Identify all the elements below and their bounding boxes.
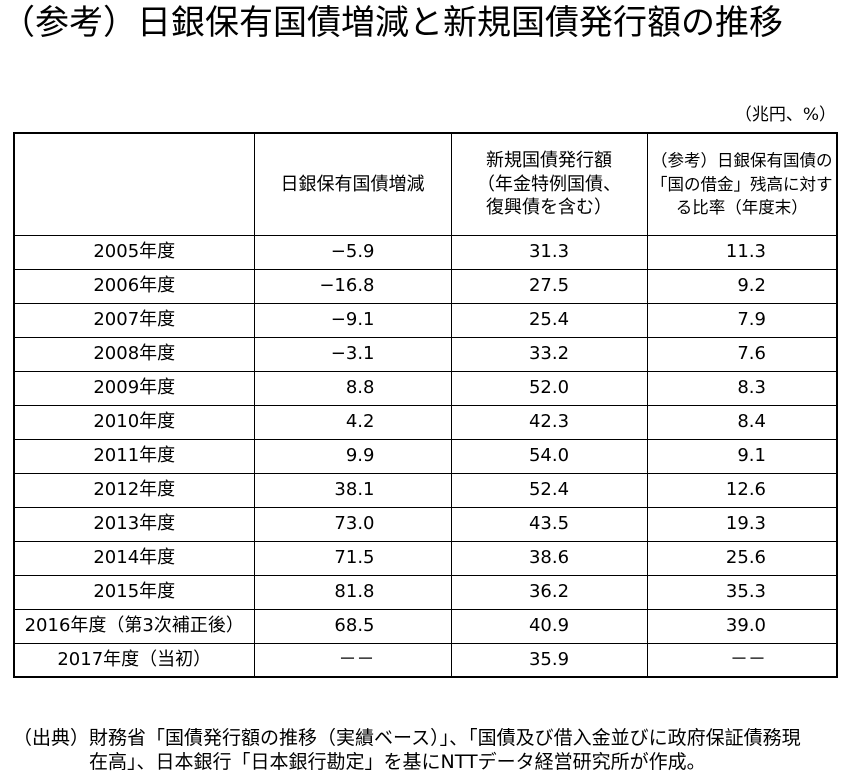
boj-share-ratio-cell: 35.3: [646, 574, 838, 610]
unit-label: （兆円、%）: [734, 105, 836, 125]
new-jgb-issuance-cell: 31.3: [450, 234, 648, 270]
boj-share-ratio-cell: 7.6: [646, 336, 838, 372]
boj-share-ratio-cell: 9.1: [646, 438, 838, 474]
fiscal-year-label: 2012年度: [13, 472, 255, 508]
fiscal-year-label: 2016年度（第3次補正後）: [13, 608, 255, 644]
table-row: 2005年度 −5.9 31.3 11.3: [13, 234, 838, 270]
boj-holdings-change-cell: −3.1: [253, 336, 452, 372]
header-line: 新規国債発行額: [486, 150, 612, 171]
boj-share-ratio-cell: －－: [646, 642, 838, 678]
new-jgb-issuance-cell: 35.9: [450, 642, 648, 678]
year-column-header: [13, 132, 255, 236]
fiscal-year-label: 2010年度: [13, 404, 255, 440]
new-jgb-issuance-cell: 36.2: [450, 574, 648, 610]
boj-share-ratio-cell: 7.9: [646, 302, 838, 338]
boj-holdings-change-cell: −16.8: [253, 268, 452, 304]
fiscal-year-label: 2005年度: [13, 234, 255, 270]
boj-holdings-change-cell: 73.0: [253, 506, 452, 542]
new-jgb-issuance-cell: 40.9: [450, 608, 648, 644]
new-jgb-issuance-cell: 27.5: [450, 268, 648, 304]
table-row: 2009年度 8.8 52.0 8.3: [13, 370, 838, 406]
fiscal-year-label: 2006年度: [13, 268, 255, 304]
source-line-2: 在高」、日本銀行「日本銀行勘定」を基にNTTデータ経営研究所が作成。: [89, 751, 706, 773]
boj-share-ratio-cell: 25.6: [646, 540, 838, 576]
header-line: る比率（年度末）: [675, 198, 808, 217]
table-row: 2013年度 73.0 43.5 19.3: [13, 506, 838, 542]
boj-holdings-change-cell: 4.2: [253, 404, 452, 440]
header-line: （年金特例国債、: [477, 173, 621, 195]
boj-holdings-change-cell: −5.9: [253, 234, 452, 270]
table-row: 2011年度 9.9 54.0 9.1: [13, 438, 838, 474]
header-line: 「国の借金」残高に対す: [651, 174, 833, 194]
table-row: 2007年度 −9.1 25.4 7.9: [13, 302, 838, 338]
fiscal-year-label: 2007年度: [13, 302, 255, 338]
table-body: 2005年度 −5.9 31.3 11.3 2006年度 −16.8 27.5 9.2 2007…: [13, 234, 838, 678]
header-line: （参考）日銀保有国債の: [651, 151, 833, 170]
new-jgb-issuance-cell: 52.0: [450, 370, 648, 406]
boj-holdings-change-cell: 38.1: [253, 472, 452, 508]
new-jgb-issuance-cell: 52.4: [450, 472, 648, 508]
new-jgb-issuance-cell: 33.2: [450, 336, 648, 372]
fiscal-year-label: 2013年度: [13, 506, 255, 542]
new-jgb-issuance-cell: 43.5: [450, 506, 648, 542]
fiscal-year-label: 2008年度: [13, 336, 255, 372]
header-row: 日銀保有国債増減 新規国債発行額 （年金特例国債、 復興債を含む） （参考）日銀保有国債…: [13, 132, 838, 236]
boj-holdings-change-cell: －－: [253, 642, 452, 678]
new-jgb-issuance-cell: 38.6: [450, 540, 648, 576]
boj-share-ratio-cell: 39.0: [646, 608, 838, 644]
boj-holdings-change-cell: 81.8: [253, 574, 452, 610]
table-row: 2016年度（第3次補正後） 68.5 40.9 39.0: [13, 608, 838, 644]
table-row: 2008年度 −3.1 33.2 7.6: [13, 336, 838, 372]
fiscal-year-label: 2017年度（当初）: [13, 642, 255, 678]
boj-holdings-change-cell: 8.8: [253, 370, 452, 406]
source-label: （出典）: [13, 727, 90, 749]
source-note: （出典） 財務省「国債発行額の推移（実績ベース）」、「国債及び借入金並びに政府保…: [13, 726, 801, 774]
fiscal-year-label: 2015年度: [13, 574, 255, 610]
data-table: 日銀保有国債増減 新規国債発行額 （年金特例国債、 復興債を含む） （参考）日銀保有国債…: [13, 132, 838, 678]
table-row: 2014年度 71.5 38.6 25.6: [13, 540, 838, 576]
boj-holdings-change-cell: 9.9: [253, 438, 452, 474]
table-row: 2006年度 −16.8 27.5 9.2: [13, 268, 838, 304]
new-jgb-issuance-cell: 54.0: [450, 438, 648, 474]
new-jgb-issuance-cell: 25.4: [450, 302, 648, 338]
table-row: 2010年度 4.2 42.3 8.4: [13, 404, 838, 440]
boj-share-ratio-cell: 11.3: [646, 234, 838, 270]
boj-holdings-change-header: 日銀保有国債増減: [253, 132, 452, 236]
table-row: 2017年度（当初） －－ 35.9 －－: [13, 642, 838, 678]
fiscal-year-label: 2014年度: [13, 540, 255, 576]
boj-holdings-change-cell: 71.5: [253, 540, 452, 576]
fiscal-year-label: 2009年度: [13, 370, 255, 406]
boj-share-ratio-cell: 19.3: [646, 506, 838, 542]
header-line: 復興債を含む）: [486, 197, 612, 218]
boj-holdings-change-cell: 68.5: [253, 608, 452, 644]
boj-share-ratio-cell: 8.4: [646, 404, 838, 440]
boj-share-ratio-header: （参考）日銀保有国債の 「国の借金」残高に対す る比率（年度末）: [646, 132, 838, 236]
new-jgb-issuance-cell: 42.3: [450, 404, 648, 440]
header-line: 日銀保有国債増減: [280, 173, 425, 195]
table-row: 2012年度 38.1 52.4 12.6: [13, 472, 838, 508]
page-title: （参考）日銀保有国債増減と新規国債発行額の推移: [1, 3, 783, 43]
fiscal-year-label: 2011年度: [13, 438, 255, 474]
boj-holdings-change-cell: −9.1: [253, 302, 452, 338]
boj-share-ratio-cell: 12.6: [646, 472, 838, 508]
boj-share-ratio-cell: 9.2: [646, 268, 838, 304]
source-text: 財務省「国債発行額の推移（実績ベース）」、「国債及び借入金並びに政府保証債務現 …: [89, 726, 801, 774]
table-row: 2015年度 81.8 36.2 35.3: [13, 574, 838, 610]
new-jgb-issuance-header: 新規国債発行額 （年金特例国債、 復興債を含む）: [450, 132, 648, 236]
boj-share-ratio-cell: 8.3: [646, 370, 838, 406]
source-line-1: 財務省「国債発行額の推移（実績ベース）」、「国債及び借入金並びに政府保証債務現: [89, 727, 801, 749]
